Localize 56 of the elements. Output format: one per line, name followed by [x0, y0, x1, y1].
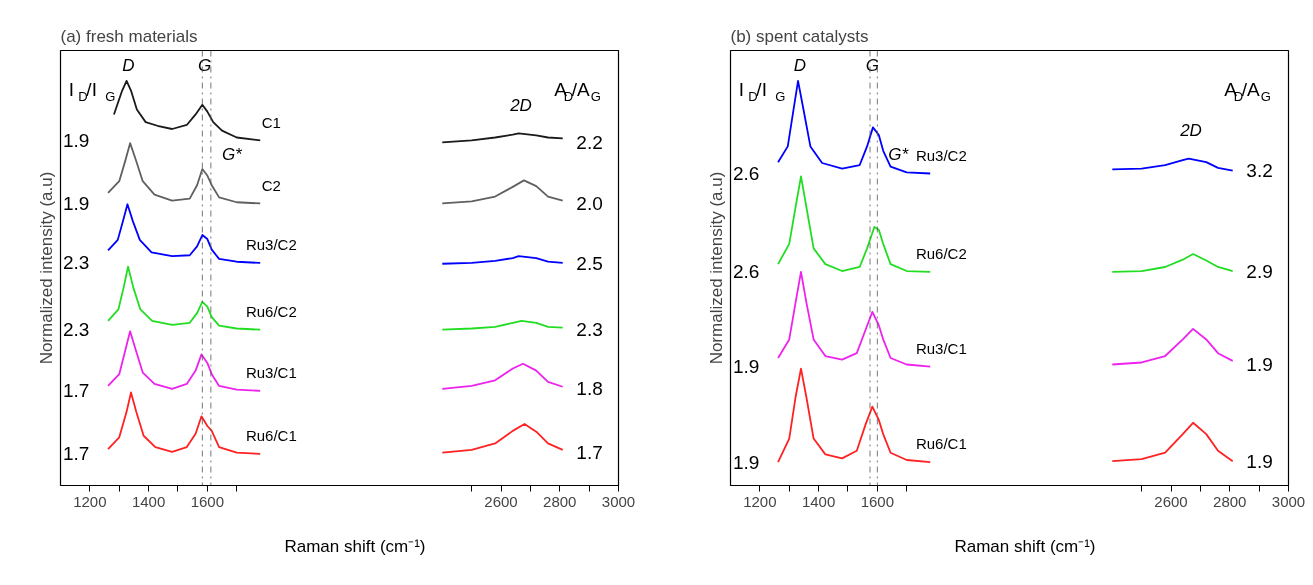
series-label: C2 [261, 176, 281, 194]
annotation: 1.7 [62, 443, 90, 465]
x-tick-label: 3000 [601, 492, 636, 510]
annotation: 2D [509, 95, 532, 115]
x-tick-label: 1600 [190, 492, 225, 510]
x-tick-label: 1200 [743, 492, 777, 510]
x-tick-label: 1400 [801, 492, 836, 510]
x-tick-label: 1400 [131, 492, 166, 510]
annotation: 1.9 [1246, 450, 1273, 472]
annotation: 1.7 [62, 380, 90, 402]
chart-title: (b) spent catalysts [730, 26, 869, 46]
x-tick-label: 1600 [860, 492, 895, 510]
annotation: 1.9 [1246, 354, 1273, 376]
annotation: 2.9 [1246, 261, 1273, 283]
annotation: G* [221, 145, 244, 165]
annotation: 2.3 [576, 319, 603, 341]
text: G [865, 56, 879, 76]
annotation: G* [888, 145, 910, 165]
series-label: Ru3/C2 [245, 236, 297, 254]
series-label: Ru3/C1 [245, 364, 297, 382]
chart-title: (a) fresh materials [60, 26, 198, 46]
annotation: 2.3 [62, 252, 90, 274]
x-tick-label: 2600 [1154, 492, 1188, 510]
series-label: Ru6/C2 [915, 245, 967, 263]
x-tick-label: 2800 [543, 492, 577, 510]
annotation: 1.9 [732, 451, 760, 473]
text: D [793, 56, 807, 76]
annotation: 2.2 [576, 131, 603, 153]
series-label: Ru6/C1 [915, 435, 967, 453]
series-label: Ru3/C2 [915, 146, 967, 164]
x-tick-label: 3000 [1271, 492, 1306, 510]
x-tick-label: 2800 [1213, 492, 1247, 510]
annotation: 1.9 [62, 129, 90, 151]
annotation: 3.2 [1246, 160, 1273, 182]
series-label: C1 [261, 113, 281, 131]
annotation: 1.8 [576, 378, 603, 400]
series-label: Ru6/C2 [245, 303, 297, 320]
annotation: 1.9 [62, 192, 90, 214]
annotation: 2.6 [732, 261, 760, 283]
annotation: 2D [1179, 120, 1202, 140]
annotation: 2.6 [732, 163, 760, 185]
x-axis-title: Raman shift (cm⁻¹) [954, 536, 1096, 558]
y-axis-title: Normalized intensity (a.u) [706, 171, 726, 365]
annotation: 1.7 [576, 442, 603, 464]
x-axis-title: Raman shift (cm⁻¹) [284, 536, 426, 558]
x-tick-label: 2600 [484, 492, 518, 510]
text: D [122, 56, 135, 76]
x-tick-label: 1200 [73, 492, 107, 510]
annotation: 1.9 [732, 356, 760, 378]
annotation: 2.3 [62, 319, 90, 341]
y-axis-title: Normalized intensity (a.u) [36, 171, 56, 365]
series-label: Ru3/C1 [915, 339, 967, 357]
annotation: 2.0 [576, 192, 603, 214]
text: G [198, 56, 212, 76]
series-label: Ru6/C1 [245, 427, 297, 445]
annotation: 2.5 [576, 253, 603, 275]
